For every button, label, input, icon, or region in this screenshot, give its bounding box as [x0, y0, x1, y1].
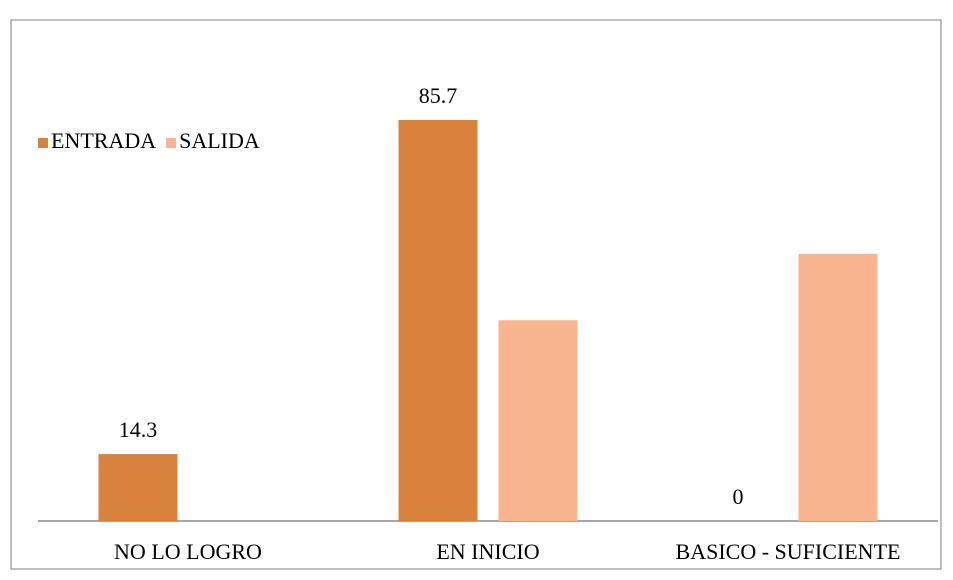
bar	[498, 320, 578, 521]
x-tick-label: BASICO - SUFICIENTE	[676, 539, 901, 564]
legend-label: ENTRADA	[51, 128, 156, 153]
data-label: 14.3	[119, 417, 158, 442]
legend-swatch	[38, 138, 48, 148]
bar	[798, 253, 878, 521]
legend-label: SALIDA	[179, 128, 260, 153]
bar	[398, 120, 478, 521]
x-tick-label: EN INICIO	[436, 539, 539, 564]
data-label: 0	[733, 484, 744, 509]
legend-swatch	[166, 138, 177, 148]
x-tick-label: NO LO LOGRO	[114, 539, 262, 564]
data-label: 85.7	[419, 83, 458, 108]
bar	[98, 454, 178, 521]
